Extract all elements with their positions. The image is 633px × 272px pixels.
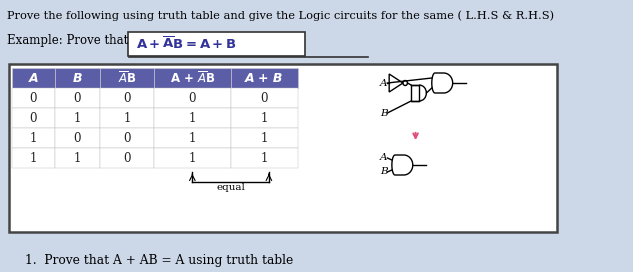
FancyBboxPatch shape <box>100 88 154 108</box>
Text: 0: 0 <box>123 91 131 104</box>
Text: equal: equal <box>216 183 245 192</box>
Text: A + $\overline{A}$B: A + $\overline{A}$B <box>170 70 215 86</box>
Text: 1: 1 <box>261 131 268 144</box>
Text: A: A <box>380 153 387 162</box>
FancyBboxPatch shape <box>154 88 230 108</box>
Text: $\overline{A}$B: $\overline{A}$B <box>118 70 137 86</box>
FancyBboxPatch shape <box>100 68 154 88</box>
Text: 1: 1 <box>189 112 196 125</box>
Text: 0: 0 <box>30 112 37 125</box>
Text: 1: 1 <box>30 152 37 165</box>
Text: 0: 0 <box>189 91 196 104</box>
FancyBboxPatch shape <box>230 148 298 168</box>
Bar <box>411 85 419 101</box>
FancyBboxPatch shape <box>12 148 55 168</box>
FancyBboxPatch shape <box>154 128 230 148</box>
FancyBboxPatch shape <box>154 148 230 168</box>
FancyBboxPatch shape <box>12 128 55 148</box>
FancyBboxPatch shape <box>55 88 100 108</box>
Text: A: A <box>28 72 38 85</box>
Text: 1: 1 <box>74 112 81 125</box>
Text: 0: 0 <box>73 91 81 104</box>
FancyBboxPatch shape <box>100 128 154 148</box>
FancyBboxPatch shape <box>230 88 298 108</box>
Text: 1.  Prove that A + AB = A using truth table: 1. Prove that A + AB = A using truth tab… <box>25 254 294 267</box>
Text: 1: 1 <box>261 152 268 165</box>
Text: B: B <box>73 72 82 85</box>
Text: B: B <box>380 168 387 177</box>
FancyBboxPatch shape <box>12 108 55 128</box>
FancyBboxPatch shape <box>154 68 230 88</box>
Text: B: B <box>380 109 387 118</box>
Text: 0: 0 <box>30 91 37 104</box>
Text: 0: 0 <box>123 131 131 144</box>
FancyBboxPatch shape <box>9 64 557 232</box>
FancyBboxPatch shape <box>154 108 230 128</box>
Text: A + B: A + B <box>245 72 284 85</box>
Text: 1: 1 <box>189 152 196 165</box>
Text: $\mathbf{A + \overline{A}B = A + B}$: $\mathbf{A + \overline{A}B = A + B}$ <box>136 36 237 52</box>
Text: 0: 0 <box>261 91 268 104</box>
FancyBboxPatch shape <box>230 68 298 88</box>
Text: 1: 1 <box>74 152 81 165</box>
FancyBboxPatch shape <box>100 148 154 168</box>
FancyBboxPatch shape <box>230 128 298 148</box>
FancyBboxPatch shape <box>128 32 305 56</box>
FancyBboxPatch shape <box>55 148 100 168</box>
Text: A: A <box>380 79 387 88</box>
FancyBboxPatch shape <box>55 128 100 148</box>
Text: 1: 1 <box>30 131 37 144</box>
Text: Example: Prove that: Example: Prove that <box>7 34 128 47</box>
FancyBboxPatch shape <box>55 108 100 128</box>
Text: 1: 1 <box>189 131 196 144</box>
Text: Prove the following using truth table and give the Logic circuits for the same (: Prove the following using truth table an… <box>7 10 555 21</box>
FancyBboxPatch shape <box>12 88 55 108</box>
FancyBboxPatch shape <box>100 108 154 128</box>
FancyBboxPatch shape <box>12 68 55 88</box>
FancyBboxPatch shape <box>230 108 298 128</box>
FancyBboxPatch shape <box>55 68 100 88</box>
Text: 0: 0 <box>73 131 81 144</box>
Text: 0: 0 <box>123 152 131 165</box>
Text: 1: 1 <box>261 112 268 125</box>
Text: 1: 1 <box>123 112 130 125</box>
